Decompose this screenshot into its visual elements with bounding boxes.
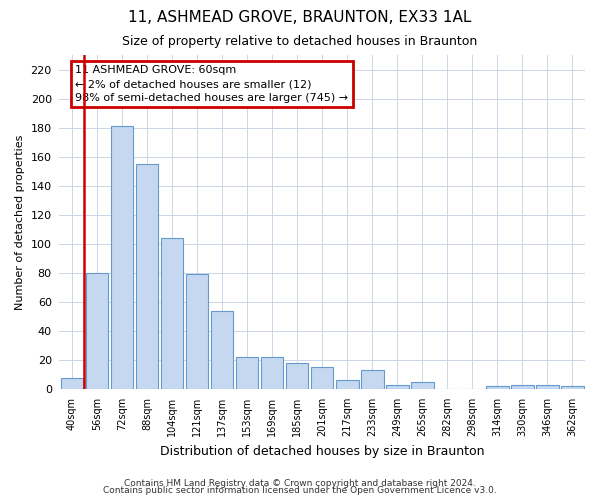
Text: Contains HM Land Registry data © Crown copyright and database right 2024.: Contains HM Land Registry data © Crown c… [124,478,476,488]
X-axis label: Distribution of detached houses by size in Braunton: Distribution of detached houses by size … [160,444,484,458]
Bar [361,370,383,389]
Bar [411,382,434,389]
Y-axis label: Number of detached properties: Number of detached properties [15,134,25,310]
Bar [386,385,409,389]
Bar [261,357,283,389]
Bar [336,380,359,389]
Bar [486,386,509,389]
Bar [61,378,83,389]
Bar [561,386,584,389]
Bar [236,357,259,389]
Text: Contains public sector information licensed under the Open Government Licence v3: Contains public sector information licen… [103,486,497,495]
Bar [511,385,533,389]
Bar [186,274,208,389]
Text: 11, ASHMEAD GROVE, BRAUNTON, EX33 1AL: 11, ASHMEAD GROVE, BRAUNTON, EX33 1AL [128,10,472,25]
Bar [211,310,233,389]
Text: 11 ASHMEAD GROVE: 60sqm
← 2% of detached houses are smaller (12)
98% of semi-det: 11 ASHMEAD GROVE: 60sqm ← 2% of detached… [75,65,349,103]
Bar [536,385,559,389]
Text: Size of property relative to detached houses in Braunton: Size of property relative to detached ho… [122,35,478,48]
Bar [161,238,184,389]
Bar [136,164,158,389]
Bar [111,126,133,389]
Bar [86,273,108,389]
Bar [286,363,308,389]
Bar [311,368,334,389]
